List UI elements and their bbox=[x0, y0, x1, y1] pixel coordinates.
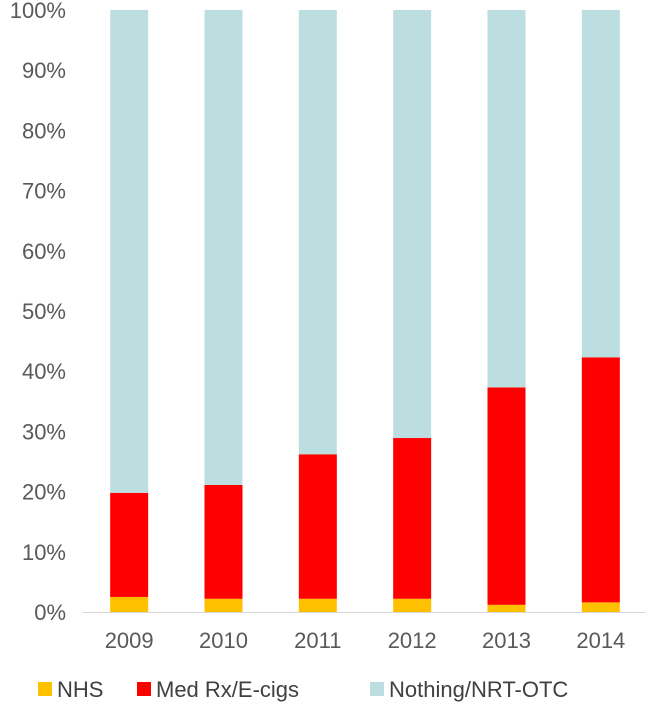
legend: NHS Med Rx/E-cigs Nothing/NRT-OTC bbox=[38, 677, 568, 702]
y-tick-label: 100% bbox=[10, 0, 66, 23]
x-tick-label-2009: 2009 bbox=[105, 628, 154, 653]
bars bbox=[110, 10, 620, 612]
bar-segment-nothing-nrt-otc-2014 bbox=[581, 10, 620, 358]
bar-segment-med-rx-e-cigs-2009 bbox=[110, 492, 149, 597]
legend-swatch-nhs bbox=[38, 682, 52, 696]
bar-segment-nothing-nrt-otc-2012 bbox=[393, 10, 432, 439]
legend-label-nothing-nrt-otc: Nothing/NRT-OTC bbox=[389, 677, 568, 702]
bar-segment-nothing-nrt-otc-2009 bbox=[110, 10, 149, 493]
y-tick-label: 20% bbox=[22, 480, 66, 505]
x-tick-label-2012: 2012 bbox=[388, 628, 437, 653]
y-tick-label: 50% bbox=[22, 299, 66, 324]
x-axis: 2009 2010 2011 2012 2013 2014 bbox=[105, 628, 626, 653]
y-tick-label: 80% bbox=[22, 118, 66, 143]
bar-segment-med-rx-e-cigs-2012 bbox=[393, 438, 432, 599]
legend-label-nhs: NHS bbox=[57, 677, 103, 702]
y-tick-label: 90% bbox=[22, 58, 66, 83]
bar-segment-med-rx-e-cigs-2013 bbox=[487, 387, 526, 605]
x-tick-label-2010: 2010 bbox=[199, 628, 248, 653]
y-tick-label: 40% bbox=[22, 359, 66, 384]
x-tick-label-2013: 2013 bbox=[482, 628, 531, 653]
bar-segment-nothing-nrt-otc-2010 bbox=[204, 10, 243, 485]
legend-label-med-rx-e-cigs: Med Rx/E-cigs bbox=[156, 677, 299, 702]
y-tick-label: 0% bbox=[34, 600, 66, 625]
y-tick-label: 60% bbox=[22, 239, 66, 264]
bar-segment-nhs-2014 bbox=[581, 602, 620, 612]
y-tick-label: 70% bbox=[22, 179, 66, 204]
x-tick-label-2011: 2011 bbox=[294, 628, 341, 653]
y-tick-label: 30% bbox=[22, 419, 66, 444]
bar-segment-nhs-2013 bbox=[487, 604, 526, 612]
legend-swatch-med-rx-e-cigs bbox=[137, 682, 151, 696]
legend-swatch-nothing-nrt-otc bbox=[370, 682, 384, 696]
y-axis: 0% 10% 20% 30% 40% 50% 60% 70% 80% 90% 100% bbox=[10, 0, 66, 625]
bar-segment-nothing-nrt-otc-2011 bbox=[298, 10, 337, 455]
x-tick-label-2014: 2014 bbox=[576, 628, 625, 653]
bar-segment-nhs-2009 bbox=[110, 596, 149, 612]
bar-segment-med-rx-e-cigs-2011 bbox=[298, 454, 337, 599]
bar-segment-nothing-nrt-otc-2013 bbox=[487, 10, 526, 388]
bar-segment-nhs-2010 bbox=[204, 598, 243, 612]
bar-segment-nhs-2012 bbox=[393, 598, 432, 612]
y-tick-label: 10% bbox=[22, 540, 66, 565]
bar-segment-med-rx-e-cigs-2010 bbox=[204, 484, 243, 599]
bar-segment-med-rx-e-cigs-2014 bbox=[581, 357, 620, 603]
bar-segment-nhs-2011 bbox=[298, 598, 337, 612]
